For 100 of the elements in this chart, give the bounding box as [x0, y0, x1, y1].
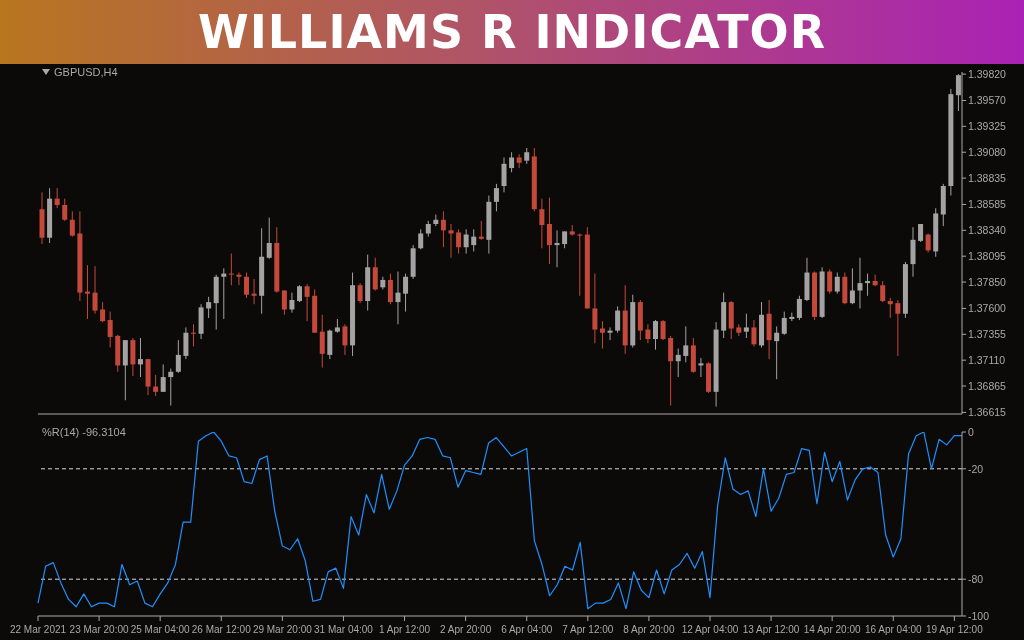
- candlestick: [251, 278, 257, 305]
- candlestick: [448, 223, 454, 259]
- candlestick: [857, 257, 863, 309]
- candlestick: [471, 228, 477, 252]
- candlestick: [395, 271, 401, 325]
- candlestick: [372, 257, 378, 291]
- candlestick: [743, 313, 749, 339]
- candlestick: [62, 198, 68, 222]
- candlestick: [554, 229, 560, 268]
- candlestick: [781, 311, 787, 336]
- candlestick: [153, 374, 159, 397]
- candlestick: [403, 273, 409, 313]
- candlestick: [54, 187, 60, 209]
- candlestick: [880, 280, 886, 303]
- chart-title: %R(14) -96.3104: [42, 426, 126, 438]
- y-tick-label: 1.38835: [968, 171, 1007, 184]
- x-tick-label: 25 Mar 04:00: [130, 624, 191, 635]
- candlestick: [509, 151, 515, 173]
- candlestick: [160, 363, 166, 393]
- candlestick: [539, 198, 545, 249]
- chart-title: WILLIAMS R INDICATOR: [197, 5, 827, 59]
- candlestick: [652, 319, 658, 351]
- y-tick-label: 1.36865: [968, 379, 1007, 392]
- candlestick: [493, 183, 499, 212]
- candlestick: [357, 282, 363, 304]
- y-tick-label: 1.37850: [968, 275, 1007, 288]
- x-tick-label: 8 Apr 20:00: [623, 624, 675, 635]
- candlestick: [69, 210, 75, 238]
- y-tick-label: 0: [968, 425, 974, 438]
- x-tick-label: 1 Apr 12:00: [378, 624, 431, 635]
- candlestick: [615, 305, 621, 334]
- candlestick: [683, 325, 689, 363]
- candlestick: [577, 233, 583, 297]
- candlestick: [266, 217, 272, 260]
- y-tick-label: -20: [968, 462, 984, 475]
- candlestick: [107, 311, 113, 348]
- candlestick: [183, 326, 189, 360]
- candlestick: [751, 319, 757, 347]
- y-tick-label: 1.37110: [968, 353, 1006, 366]
- y-tick-label: -80: [968, 572, 984, 585]
- candlestick: [501, 157, 507, 193]
- candlestick: [175, 339, 181, 374]
- candlestick: [675, 348, 681, 378]
- x-tick-label: 31 Mar 04:00: [313, 624, 374, 635]
- candlestick: [190, 323, 196, 347]
- candlestick: [244, 272, 250, 299]
- x-tick-label: 19 Apr 12:00: [926, 624, 984, 635]
- chart-subtitle: GBPUSD,H4: [54, 66, 118, 78]
- candlestick: [592, 273, 598, 344]
- candlestick: [304, 283, 310, 322]
- x-tick-label: 26 Mar 12:00: [191, 624, 252, 635]
- y-tick-label: 1.38585: [968, 198, 1007, 211]
- y-tick-label: 1.37355: [968, 328, 1007, 341]
- candlestick: [865, 273, 871, 297]
- candlestick: [599, 320, 605, 350]
- candlestick: [463, 228, 469, 255]
- candlestick: [387, 273, 393, 305]
- candlestick: [221, 267, 227, 320]
- candlestick: [796, 295, 802, 321]
- candlestick: [660, 319, 666, 341]
- x-tick-label: 22 Mar 2021: [9, 624, 67, 635]
- candlestick: [433, 214, 439, 227]
- candlestick: [872, 274, 878, 287]
- y-tick-label: 1.39080: [968, 145, 1007, 158]
- x-tick-label: 14 Apr 20:00: [803, 624, 861, 635]
- candlestick: [92, 265, 98, 315]
- candlestick: [440, 210, 446, 248]
- candlestick: [887, 297, 893, 319]
- candlestick: [236, 272, 242, 286]
- y-tick-label: 1.39325: [968, 120, 1007, 133]
- candlestick: [698, 357, 704, 378]
- x-tick-label: 12 Apr 04:00: [681, 624, 739, 635]
- candlestick: [342, 323, 348, 356]
- candlestick: [137, 337, 143, 378]
- y-tick-label: 1.39820: [968, 67, 1007, 80]
- y-tick-label: 1.38340: [968, 224, 1007, 237]
- y-tick-label: -100: [968, 609, 990, 622]
- x-tick-label: 23 Mar 20:00: [69, 624, 129, 635]
- candlestick: [774, 325, 780, 380]
- candlestick: [319, 314, 325, 369]
- candlestick: [925, 233, 931, 253]
- y-tick-label: 1.38095: [968, 249, 1007, 262]
- candlestick: [418, 228, 424, 250]
- candlestick: [834, 272, 840, 295]
- candlestick: [478, 220, 484, 241]
- candlestick: [289, 292, 295, 314]
- candlestick: [228, 253, 234, 286]
- y-tick-label: 1.39570: [968, 94, 1007, 107]
- candlestick: [645, 323, 651, 344]
- candlestick: [84, 264, 90, 320]
- candlestick: [456, 228, 462, 255]
- x-tick-label: 13 Apr 12:00: [742, 624, 800, 635]
- x-tick-label: 16 Apr 04:00: [864, 624, 923, 635]
- candlestick: [206, 296, 212, 319]
- candlestick: [849, 267, 855, 305]
- candlestick: [281, 290, 287, 316]
- candlestick: [895, 299, 901, 357]
- candlestick: [607, 326, 613, 341]
- candlestick: [100, 301, 106, 323]
- x-tick-label: 7 Apr 12:00: [562, 624, 614, 635]
